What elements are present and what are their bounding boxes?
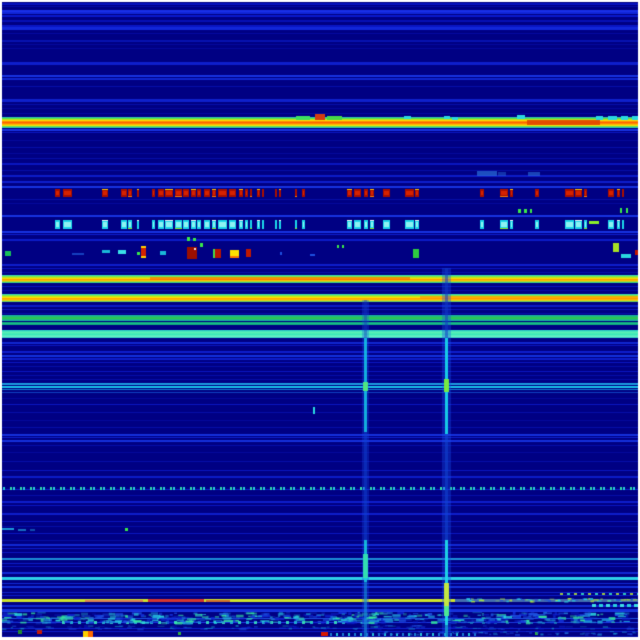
spectrogram-figure [0, 0, 640, 640]
spectrogram-canvas [0, 0, 640, 640]
